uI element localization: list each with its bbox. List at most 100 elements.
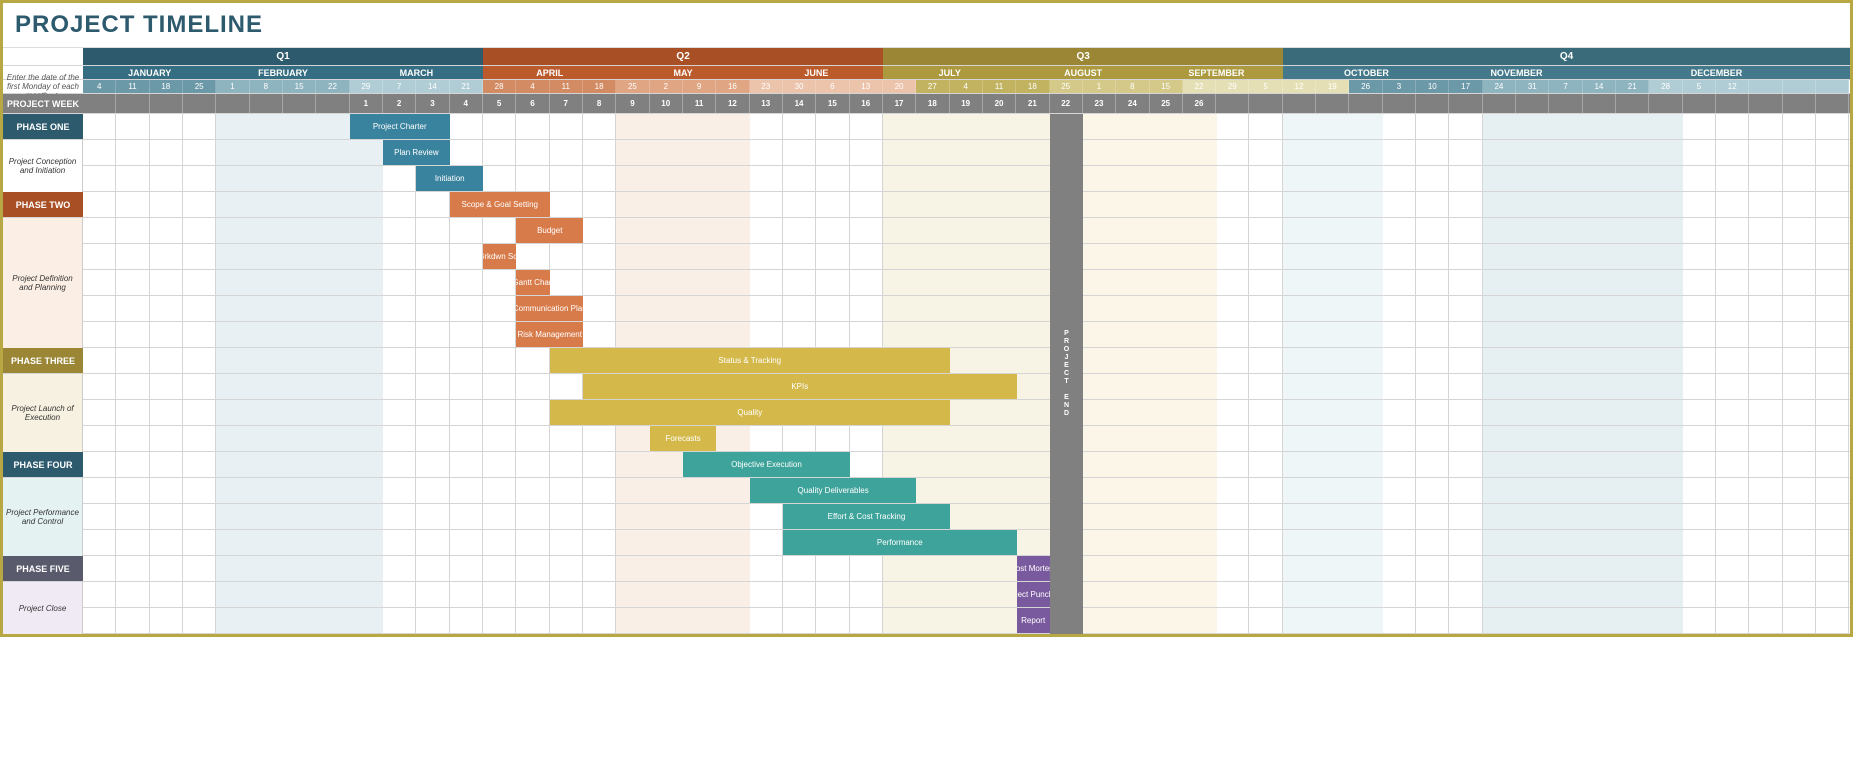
gantt-bar[interactable]: Post Mortem bbox=[1017, 556, 1050, 581]
month-header: MARCH bbox=[350, 66, 483, 79]
gantt-bar[interactable]: Effort & Cost Tracking bbox=[783, 504, 950, 529]
week-date: 27 bbox=[916, 80, 949, 93]
grid-row: Status & Tracking bbox=[83, 348, 1850, 373]
week-date: 17 bbox=[1449, 80, 1482, 93]
gantt-bar[interactable]: Quality bbox=[550, 400, 950, 425]
project-week-number bbox=[1716, 94, 1749, 113]
month-header: AUGUST bbox=[1016, 66, 1149, 79]
grid-row: Budget bbox=[83, 218, 1850, 243]
gantt-bar[interactable]: KPIs bbox=[583, 374, 1016, 399]
grid-row: KPIs bbox=[83, 374, 1850, 399]
page-title: PROJECT TIMELINE bbox=[3, 3, 1850, 48]
week-date: 8 bbox=[1116, 80, 1149, 93]
gantt-bar[interactable]: Budget bbox=[516, 218, 583, 243]
gantt-bar[interactable]: Plan Review bbox=[383, 140, 450, 165]
timeline-frame: PROJECT TIMELINE Q1Q2Q3Q4JANUARYFEBRUARY… bbox=[0, 0, 1853, 637]
project-week-number bbox=[1749, 94, 1782, 113]
project-week-number bbox=[216, 94, 249, 113]
week-date: 5 bbox=[1249, 80, 1282, 93]
gantt-bar[interactable]: Quality Deliverables bbox=[750, 478, 917, 503]
week-date: 2 bbox=[650, 80, 683, 93]
gantt-bar[interactable]: Risk Management bbox=[516, 322, 583, 347]
grid-row: Forecasts bbox=[83, 426, 1850, 451]
grid-row: Work Brkdwn Schedule bbox=[83, 244, 1850, 269]
project-week-number bbox=[1249, 94, 1282, 113]
week-date: 31 bbox=[1516, 80, 1549, 93]
gantt-bar[interactable]: Project Punchlist bbox=[1017, 582, 1050, 607]
grid-row: Effort & Cost Tracking bbox=[83, 504, 1850, 529]
grid-row: Project Punchlist bbox=[83, 582, 1850, 607]
week-date: 20 bbox=[883, 80, 916, 93]
project-week-number: 11 bbox=[683, 94, 716, 113]
gantt-bar[interactable]: Scope & Goal Setting bbox=[450, 192, 550, 217]
row-label bbox=[3, 48, 83, 65]
week-date: 28 bbox=[1649, 80, 1682, 93]
project-week-number: 1 bbox=[350, 94, 383, 113]
gantt-bar[interactable]: Project Charter bbox=[350, 114, 450, 139]
project-week-number: 19 bbox=[950, 94, 983, 113]
month-header: JUNE bbox=[750, 66, 883, 79]
week-date: 29 bbox=[350, 80, 383, 93]
row-label: PHASE THREE bbox=[3, 348, 83, 373]
grid-row: Post Mortem bbox=[83, 556, 1850, 581]
project-week-number bbox=[1383, 94, 1416, 113]
week-date: 23 bbox=[750, 80, 783, 93]
gantt-bar[interactable]: Communication Plan bbox=[516, 296, 583, 321]
week-date bbox=[1816, 80, 1849, 93]
week-date: 22 bbox=[1183, 80, 1216, 93]
week-date: 18 bbox=[150, 80, 183, 93]
week-date: 21 bbox=[1616, 80, 1649, 93]
gantt-bar[interactable]: Status & Tracking bbox=[550, 348, 950, 373]
project-week-number bbox=[83, 94, 116, 113]
grid-row: Report bbox=[83, 608, 1850, 633]
project-week-number bbox=[1616, 94, 1649, 113]
week-date: 18 bbox=[583, 80, 616, 93]
project-week-number bbox=[1283, 94, 1316, 113]
grid-row: Scope & Goal Setting bbox=[83, 192, 1850, 217]
grid-row: Project Charter bbox=[83, 114, 1850, 139]
week-date: 14 bbox=[416, 80, 449, 93]
week-date: 16 bbox=[716, 80, 749, 93]
week-date: 29 bbox=[1216, 80, 1249, 93]
grid-row: Initiation bbox=[83, 166, 1850, 191]
row-label: Project Close bbox=[3, 582, 83, 634]
gantt-bar[interactable]: Objective Execution bbox=[683, 452, 850, 477]
gantt-bar[interactable]: Report bbox=[1017, 608, 1050, 633]
month-header: FEBRUARY bbox=[216, 66, 349, 79]
project-week-number: 2 bbox=[383, 94, 416, 113]
grid-row: Risk Management bbox=[83, 322, 1850, 347]
quarter-header: Q1 bbox=[83, 48, 483, 65]
grid-row: Communication Plan bbox=[83, 296, 1850, 321]
grid-row: Objective Execution bbox=[83, 452, 1850, 477]
project-week-number: 3 bbox=[416, 94, 449, 113]
project-week-number bbox=[1783, 94, 1816, 113]
month-header: APRIL bbox=[483, 66, 616, 79]
project-week-number bbox=[116, 94, 149, 113]
gantt-bar[interactable]: Initiation bbox=[416, 166, 483, 191]
project-week-number bbox=[1649, 94, 1682, 113]
row-label: PROJECT WEEK bbox=[3, 94, 83, 113]
row-label: Project Launch of Execution bbox=[3, 374, 83, 452]
week-date: 22 bbox=[316, 80, 349, 93]
gantt-bar[interactable]: Performance bbox=[783, 530, 1016, 555]
project-week-number bbox=[1316, 94, 1349, 113]
week-date: 25 bbox=[616, 80, 649, 93]
gantt-bar[interactable]: Forecasts bbox=[650, 426, 717, 451]
gantt-bar[interactable]: Work Brkdwn Schedule bbox=[483, 244, 516, 269]
gantt-bar[interactable]: Gantt Chart bbox=[516, 270, 549, 295]
project-week-number bbox=[183, 94, 216, 113]
project-week-number bbox=[1449, 94, 1482, 113]
week-date: 21 bbox=[450, 80, 483, 93]
project-week-number: 6 bbox=[516, 94, 549, 113]
project-week-number bbox=[1349, 94, 1382, 113]
project-week-number: 16 bbox=[850, 94, 883, 113]
project-week-number: 14 bbox=[783, 94, 816, 113]
week-date: 30 bbox=[783, 80, 816, 93]
week-date: 4 bbox=[950, 80, 983, 93]
project-week-number: 17 bbox=[883, 94, 916, 113]
month-header: OCTOBER bbox=[1283, 66, 1450, 79]
week-date: 4 bbox=[516, 80, 549, 93]
quarter-header: Q2 bbox=[483, 48, 883, 65]
project-week-number bbox=[1516, 94, 1549, 113]
week-date: 11 bbox=[983, 80, 1016, 93]
